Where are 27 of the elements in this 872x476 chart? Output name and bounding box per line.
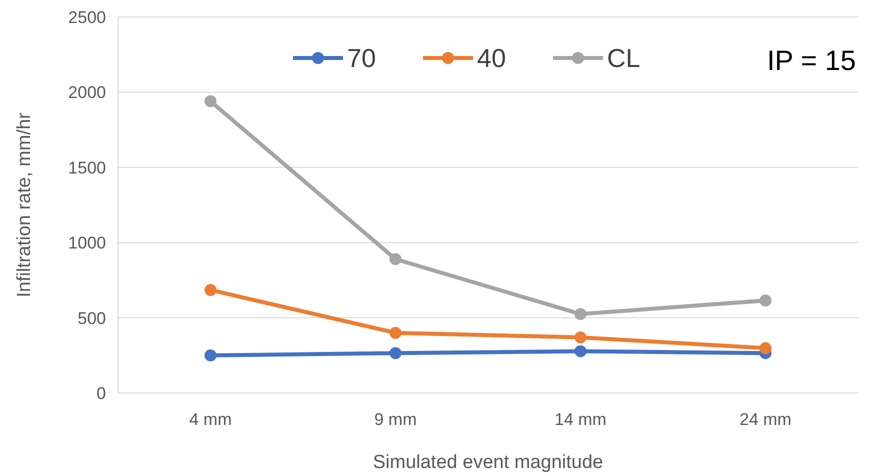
y-tick-label: 500 xyxy=(78,308,106,328)
y-tick-label: 1000 xyxy=(68,234,106,253)
annotation: IP = 15 xyxy=(766,44,856,76)
x-axis-title: Simulated event magnitude xyxy=(372,452,604,473)
point xyxy=(760,294,772,307)
point xyxy=(574,308,586,320)
point xyxy=(390,347,402,360)
point xyxy=(390,253,402,266)
point xyxy=(204,349,216,362)
y-tick-label: 1500 xyxy=(68,158,106,178)
point xyxy=(574,345,586,358)
x-tick-label: 24 mm xyxy=(740,410,792,429)
y-tick-label: 0 xyxy=(96,384,106,403)
legend-label: CL xyxy=(607,43,640,74)
x-tick-label: 9 mm xyxy=(374,410,417,429)
legend-label: 70 xyxy=(347,43,376,74)
x-tick-label: 4 mm xyxy=(189,410,232,429)
x-tick-label: 14 mm xyxy=(554,410,606,429)
point xyxy=(204,284,216,296)
point xyxy=(390,326,402,339)
y-tick-label: 2500 xyxy=(68,8,106,27)
point xyxy=(204,95,216,108)
point xyxy=(760,342,772,354)
y-tick-label: 2000 xyxy=(68,83,106,102)
point xyxy=(574,331,586,344)
y-axis-title: Infiltration rate, mm/hr xyxy=(14,112,35,298)
legend-label: 40 xyxy=(477,43,506,74)
